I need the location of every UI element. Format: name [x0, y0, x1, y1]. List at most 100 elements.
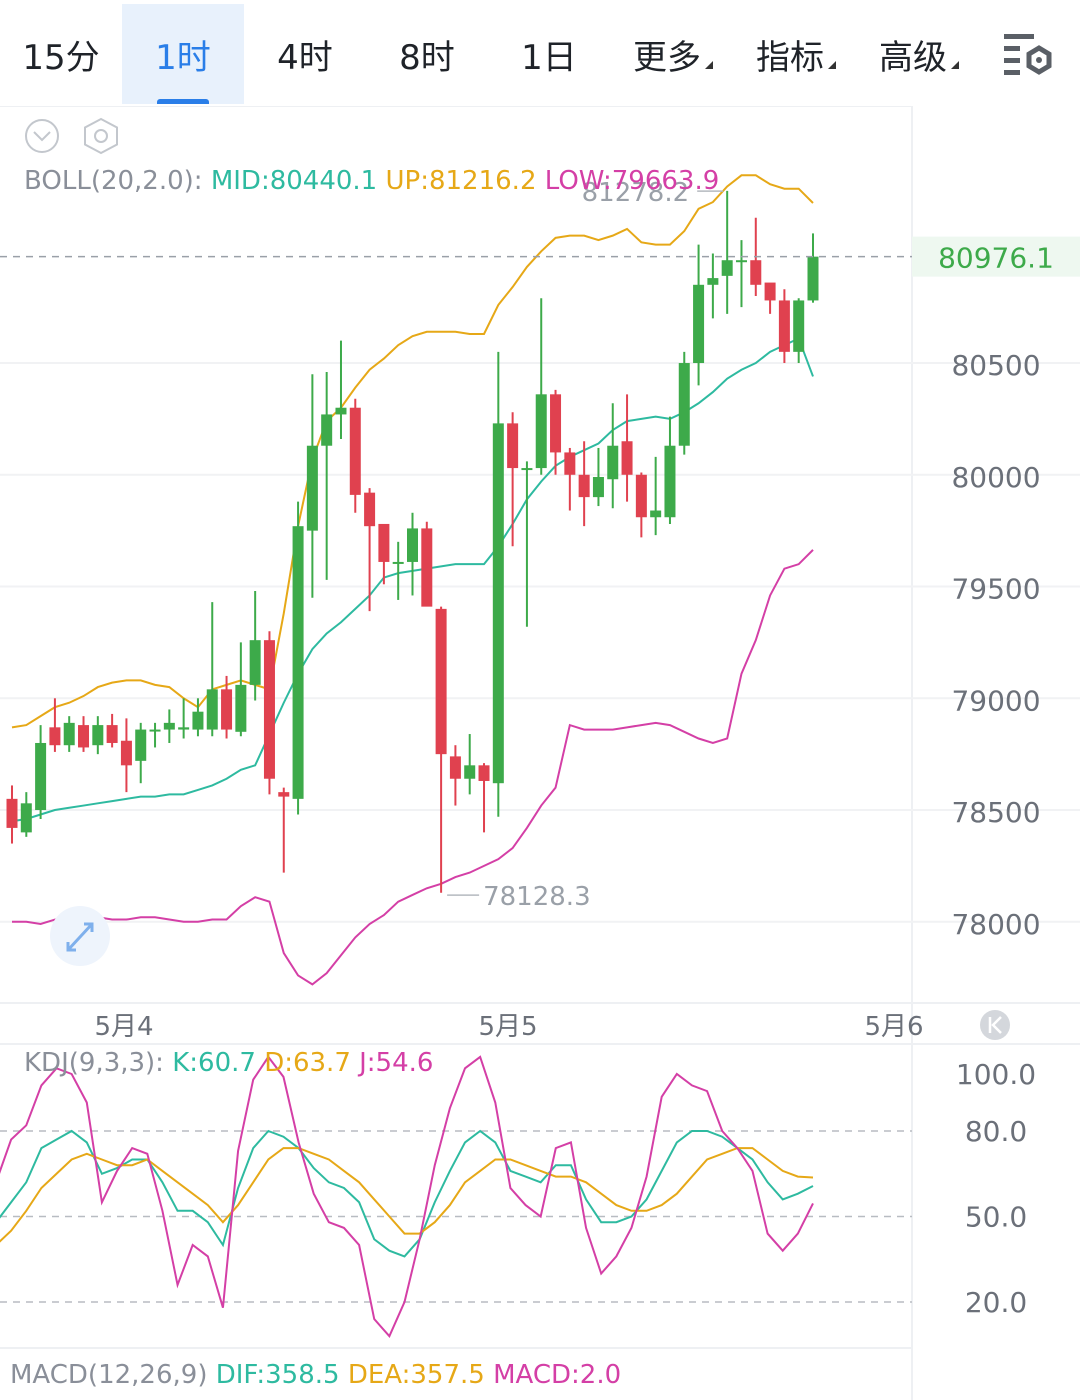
price-tick-label: 79000	[951, 684, 1040, 717]
candle-body	[263, 640, 275, 779]
candle-body	[292, 526, 304, 799]
time-axis-label: 5月5	[478, 1012, 537, 1042]
kdj-k-line	[0, 1129, 814, 1258]
tab-label: 8时	[399, 37, 455, 78]
candle-body	[478, 765, 490, 781]
candle-body	[492, 423, 504, 784]
candle-body	[664, 445, 676, 518]
candle-body	[6, 798, 18, 828]
tab-label: 高级	[879, 37, 947, 78]
candle-body	[135, 729, 147, 761]
min-price-label: 78128.3	[483, 882, 591, 912]
candle-body	[592, 477, 604, 498]
chart-settings-icon[interactable]	[1002, 30, 1056, 80]
candle-body	[721, 260, 733, 276]
candle-body	[793, 300, 805, 352]
candle-body	[449, 756, 461, 779]
max-price-label: 81278.2	[582, 178, 690, 208]
kdj-legend: KDJ(9,3,3): K:60.7 D:63.7 J:54.6	[24, 1048, 433, 1078]
candle-body	[249, 640, 261, 685]
chevron-down-circle-icon	[25, 119, 59, 153]
kdj-j: J:54.6	[359, 1048, 434, 1078]
macd-dea: DEA:357.5	[347, 1360, 485, 1390]
kdj-tick-label: 80.0	[965, 1115, 1027, 1148]
candle-body	[364, 492, 376, 527]
tab-3[interactable]: 8时	[366, 4, 488, 104]
candle-body	[392, 561, 404, 564]
candle-body	[20, 803, 32, 833]
candle-body	[650, 510, 662, 518]
tab-7[interactable]: 高级	[858, 4, 980, 104]
candle-body	[407, 528, 418, 562]
tab-6[interactable]: 指标	[735, 4, 857, 104]
candle-body	[678, 363, 690, 446]
tab-label: 4时	[277, 37, 333, 78]
candle-body	[221, 689, 233, 730]
candle-body	[178, 727, 190, 730]
dropdown-corner-icon	[705, 61, 713, 69]
tab-label: 指标	[756, 37, 824, 78]
candle-body	[306, 445, 318, 531]
tab-1[interactable]: 1时	[122, 4, 244, 104]
hexagon-gear-icon	[84, 117, 118, 155]
tab-2[interactable]: 4时	[244, 4, 366, 104]
candle-body	[535, 394, 547, 469]
tab-label: 1日	[521, 37, 577, 78]
candle-body	[120, 740, 132, 766]
tab-0[interactable]: 15分	[0, 4, 122, 104]
candle-body	[735, 260, 747, 263]
macd-legend: MACD(12,26,9) DIF:358.5 DEA:357.5 MACD:2…	[10, 1360, 621, 1390]
boll-lower-line	[12, 549, 814, 986]
candle-body	[807, 256, 819, 301]
candle-body	[621, 441, 633, 475]
candle-body	[163, 722, 175, 730]
candle-body	[63, 722, 75, 746]
candle-body	[335, 407, 347, 415]
candle-body	[550, 394, 562, 453]
boll-mid: MID:80440.1	[210, 166, 378, 196]
timeframe-tabs: 15分 1时 4时 8时 1日 更多 指标 高级	[0, 0, 1080, 107]
candle-body	[607, 445, 619, 480]
candle-body	[750, 260, 762, 285]
tab-5[interactable]: 更多	[612, 4, 734, 104]
kdj-label: KDJ(9,3,3):	[24, 1048, 164, 1078]
macd-value: MACD:2.0	[493, 1360, 622, 1390]
boll-upper-line	[11, 174, 814, 729]
dropdown-corner-icon	[828, 61, 836, 69]
current-price-label: 80976.1	[938, 242, 1054, 275]
kdj-tick-label: 20.0	[965, 1286, 1027, 1319]
candle-body	[578, 474, 590, 498]
candle-body	[106, 725, 118, 743]
price-tick-label: 78500	[951, 796, 1040, 829]
candle-body	[149, 729, 161, 732]
tab-label: 1时	[155, 37, 211, 78]
candle-body	[421, 528, 433, 607]
scroll-to-latest-icon	[980, 1010, 1010, 1040]
tab-label: 15分	[22, 37, 100, 78]
price-tick-label: 79500	[951, 573, 1040, 606]
kdj-d: D:63.7	[264, 1048, 351, 1078]
candle-body	[49, 727, 61, 746]
candle-body	[564, 452, 576, 475]
kdj-k: K:60.7	[172, 1048, 256, 1078]
price-tick-label: 80000	[951, 461, 1040, 494]
tab-4[interactable]: 1日	[488, 4, 610, 104]
tab-label: 更多	[633, 37, 701, 78]
chevron-down-icon	[33, 131, 51, 142]
boll-low: LOW:79663.9	[544, 166, 720, 196]
time-axis-label: 5月6	[864, 1012, 923, 1042]
kdj-tick-label: 50.0	[965, 1201, 1027, 1234]
price-tick-label: 78000	[951, 908, 1040, 941]
candle-body	[507, 423, 519, 469]
candle-body	[778, 300, 790, 352]
candle-body	[693, 284, 705, 364]
candle-body	[35, 742, 47, 811]
candle-body	[278, 792, 290, 797]
candle-body	[206, 689, 218, 730]
scroll-latest-arrow	[988, 1016, 1002, 1034]
gear-center-icon	[94, 129, 108, 143]
time-axis-label: 5月4	[94, 1012, 153, 1042]
candle-body	[349, 407, 361, 495]
candle-body	[92, 725, 104, 746]
